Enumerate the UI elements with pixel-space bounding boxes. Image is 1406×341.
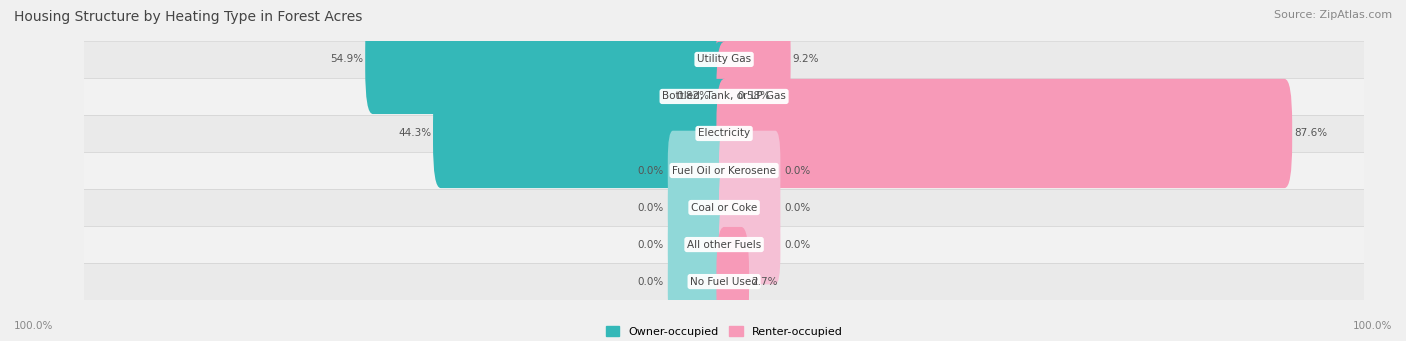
FancyBboxPatch shape: [717, 42, 735, 151]
Text: Fuel Oil or Kerosene: Fuel Oil or Kerosene: [672, 165, 776, 176]
Text: 0.0%: 0.0%: [637, 277, 664, 286]
FancyBboxPatch shape: [711, 42, 731, 151]
Text: Housing Structure by Heating Type in Forest Acres: Housing Structure by Heating Type in For…: [14, 10, 363, 24]
FancyBboxPatch shape: [668, 131, 730, 210]
Text: 87.6%: 87.6%: [1294, 129, 1327, 138]
Text: Utility Gas: Utility Gas: [697, 55, 751, 64]
FancyBboxPatch shape: [82, 189, 1367, 226]
Text: 0.0%: 0.0%: [637, 203, 664, 212]
Text: 2.7%: 2.7%: [751, 277, 778, 286]
Text: 100.0%: 100.0%: [1353, 321, 1392, 330]
Text: 0.0%: 0.0%: [785, 239, 811, 250]
FancyBboxPatch shape: [82, 263, 1367, 300]
FancyBboxPatch shape: [717, 5, 790, 114]
FancyBboxPatch shape: [718, 131, 780, 210]
Legend: Owner-occupied, Renter-occupied: Owner-occupied, Renter-occupied: [602, 322, 846, 341]
FancyBboxPatch shape: [82, 226, 1367, 263]
FancyBboxPatch shape: [668, 242, 730, 321]
Text: 0.0%: 0.0%: [785, 203, 811, 212]
FancyBboxPatch shape: [82, 152, 1367, 189]
Text: 0.58%: 0.58%: [737, 91, 770, 102]
FancyBboxPatch shape: [82, 41, 1367, 78]
FancyBboxPatch shape: [717, 79, 1292, 188]
Text: 9.2%: 9.2%: [793, 55, 820, 64]
Text: All other Fuels: All other Fuels: [688, 239, 761, 250]
FancyBboxPatch shape: [366, 5, 731, 114]
Text: 44.3%: 44.3%: [398, 129, 432, 138]
Text: 0.0%: 0.0%: [637, 239, 664, 250]
FancyBboxPatch shape: [717, 227, 749, 336]
Text: 100.0%: 100.0%: [14, 321, 53, 330]
Text: 0.82%: 0.82%: [676, 91, 709, 102]
FancyBboxPatch shape: [433, 79, 731, 188]
Text: Electricity: Electricity: [697, 129, 751, 138]
Text: Source: ZipAtlas.com: Source: ZipAtlas.com: [1274, 10, 1392, 20]
Text: 0.0%: 0.0%: [785, 165, 811, 176]
FancyBboxPatch shape: [718, 168, 780, 247]
Text: 0.0%: 0.0%: [637, 165, 664, 176]
FancyBboxPatch shape: [82, 78, 1367, 115]
Text: Bottled, Tank, or LP Gas: Bottled, Tank, or LP Gas: [662, 91, 786, 102]
FancyBboxPatch shape: [718, 205, 780, 284]
FancyBboxPatch shape: [668, 168, 730, 247]
Text: 54.9%: 54.9%: [330, 55, 363, 64]
Text: No Fuel Used: No Fuel Used: [690, 277, 758, 286]
Text: Coal or Coke: Coal or Coke: [690, 203, 758, 212]
FancyBboxPatch shape: [668, 205, 730, 284]
FancyBboxPatch shape: [82, 115, 1367, 152]
